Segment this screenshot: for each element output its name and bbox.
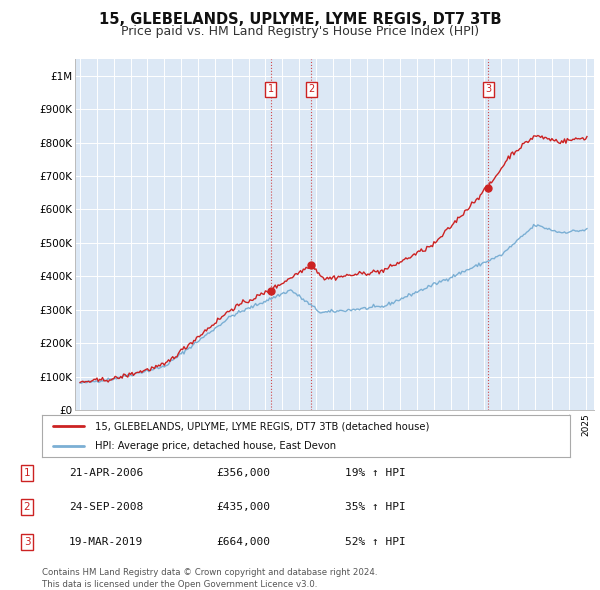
Text: Contains HM Land Registry data © Crown copyright and database right 2024.
This d: Contains HM Land Registry data © Crown c…: [42, 568, 377, 589]
Text: 15, GLEBELANDS, UPLYME, LYME REGIS, DT7 3TB: 15, GLEBELANDS, UPLYME, LYME REGIS, DT7 …: [99, 12, 501, 27]
Text: 19% ↑ HPI: 19% ↑ HPI: [345, 468, 406, 478]
Text: 3: 3: [485, 84, 491, 94]
Text: 35% ↑ HPI: 35% ↑ HPI: [345, 503, 406, 512]
Text: 3: 3: [23, 537, 31, 546]
Text: 2: 2: [23, 503, 31, 512]
Text: 19-MAR-2019: 19-MAR-2019: [69, 537, 143, 546]
Text: 52% ↑ HPI: 52% ↑ HPI: [345, 537, 406, 546]
Text: 15, GLEBELANDS, UPLYME, LYME REGIS, DT7 3TB (detached house): 15, GLEBELANDS, UPLYME, LYME REGIS, DT7 …: [95, 421, 429, 431]
Text: 1: 1: [268, 84, 274, 94]
Text: HPI: Average price, detached house, East Devon: HPI: Average price, detached house, East…: [95, 441, 336, 451]
Text: 1: 1: [23, 468, 31, 478]
Text: 21-APR-2006: 21-APR-2006: [69, 468, 143, 478]
Text: £356,000: £356,000: [216, 468, 270, 478]
Text: 2: 2: [308, 84, 314, 94]
Text: Price paid vs. HM Land Registry's House Price Index (HPI): Price paid vs. HM Land Registry's House …: [121, 25, 479, 38]
Text: £435,000: £435,000: [216, 503, 270, 512]
Text: 24-SEP-2008: 24-SEP-2008: [69, 503, 143, 512]
Text: £664,000: £664,000: [216, 537, 270, 546]
